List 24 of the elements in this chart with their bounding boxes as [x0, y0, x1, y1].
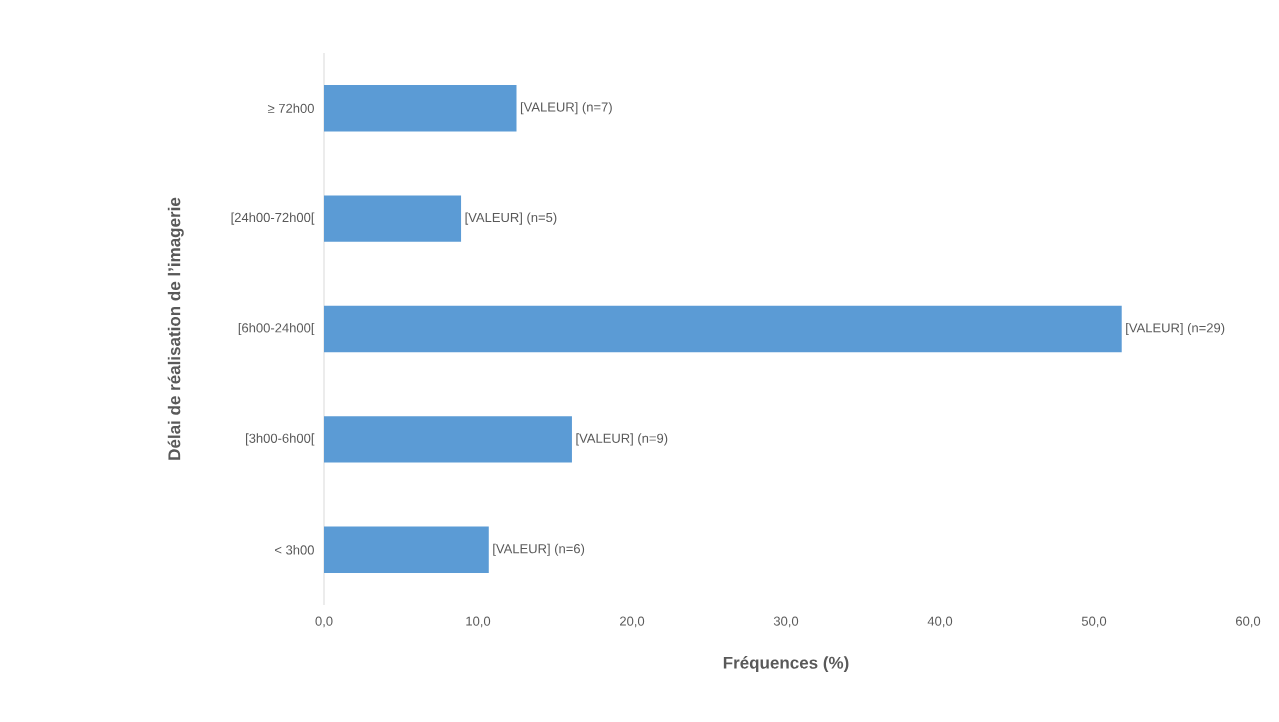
y-tick-label: [3h00-6h00[	[246, 433, 315, 446]
annotation: [VALEUR] (n=5)	[465, 212, 557, 225]
annotation: [VALEUR] (n=9)	[576, 433, 668, 446]
x-tick-label: 10,0	[466, 616, 491, 628]
x-tick-label: 40,0	[927, 616, 953, 628]
x-tick-label: 50,0	[1081, 616, 1107, 628]
annotation: [VALEUR] (n=6)	[493, 543, 585, 556]
y-axis-title: Délai de réalisation de l’imagerie	[167, 197, 184, 460]
x-tick-label: 30,0	[773, 616, 799, 628]
x-tick-label: 0,0	[315, 616, 333, 628]
bar	[324, 85, 517, 132]
x-axis-title: Fréquences (%)	[723, 656, 849, 673]
x-tick-label: 60,0	[1236, 616, 1261, 628]
x-tick-label: 20,0	[620, 616, 645, 628]
y-tick-label: ≥ 72h00	[267, 103, 314, 113]
y-tick-label: [24h00-72h00[	[231, 212, 315, 225]
y-tick-label: < 3h00	[274, 545, 314, 555]
annotation: [VALEUR] (n=7)	[520, 102, 612, 115]
y-tick-label: [6h00-24h00[	[238, 322, 315, 336]
bar	[324, 195, 462, 242]
bar	[324, 526, 489, 573]
bar	[324, 305, 1122, 353]
bar	[324, 416, 572, 463]
annotation: [VALEUR] (n=29)	[1126, 322, 1225, 336]
